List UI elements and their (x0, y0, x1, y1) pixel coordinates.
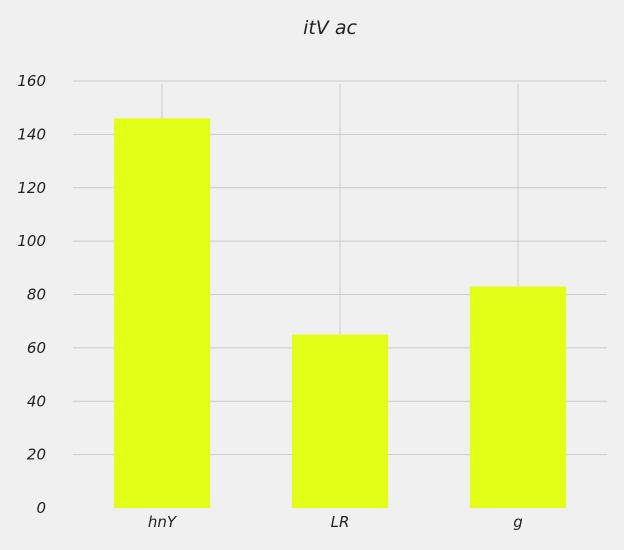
bar (113, 118, 211, 509)
y-tick-label: 20 (27, 446, 46, 464)
y-tick-label: 100 (17, 232, 46, 250)
x-tick-label: hnY (148, 513, 178, 531)
bar (469, 286, 567, 508)
y-axis: 0 20 40 60 80 100 120 140 160 (17, 72, 46, 517)
y-tick-label: 60 (27, 339, 46, 357)
y-tick-label: 120 (17, 179, 46, 197)
bar (291, 334, 389, 508)
bar-layer (113, 118, 567, 509)
x-axis: hnY LR g (148, 513, 523, 531)
x-tick-label: LR (331, 513, 350, 531)
chart-title: itV ac (303, 17, 357, 39)
y-tick-label: 160 (17, 72, 46, 90)
y-tick-label: 80 (27, 286, 46, 304)
x-tick-label: g (513, 513, 523, 531)
y-tick-label: 140 (17, 125, 46, 143)
y-tick-label: 0 (36, 499, 46, 517)
y-tick-label: 40 (27, 392, 46, 410)
